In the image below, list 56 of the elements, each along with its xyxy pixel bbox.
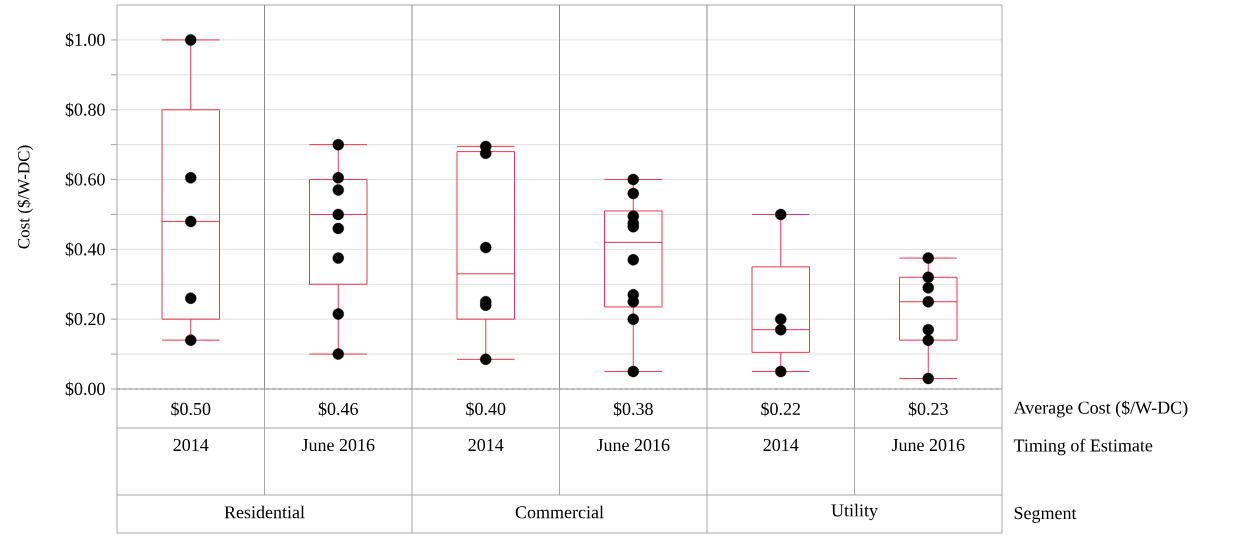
point: [627, 254, 639, 266]
point: [185, 334, 197, 346]
point: [332, 222, 344, 235]
x-tick-label: June 2016: [891, 438, 965, 452]
point: [922, 323, 934, 336]
text: $0.40: [466, 401, 506, 417]
point: [922, 296, 934, 308]
point: [627, 365, 639, 378]
point: [480, 353, 492, 366]
point: [332, 208, 344, 221]
point: [332, 348, 344, 360]
y-tick-label: $0.40: [65, 242, 105, 257]
x-tick-label: June 2016: [596, 438, 670, 452]
point: [185, 215, 197, 228]
point: [922, 271, 934, 283]
point: [627, 187, 639, 200]
point: [185, 172, 197, 184]
point: [775, 208, 787, 221]
point: [332, 138, 344, 151]
point: [185, 292, 197, 304]
point: [775, 313, 787, 325]
x-tick-label: 2014: [173, 438, 209, 452]
y-tick-label: $1.00: [65, 32, 105, 48]
point: [627, 313, 639, 325]
x-tick-label: June 2016: [301, 438, 375, 452]
text: Commercial: [515, 505, 604, 519]
point: [922, 252, 934, 264]
text: $0.22: [761, 401, 801, 417]
x-tick-label: 2014: [468, 438, 504, 452]
y-tick-label: $0.00: [65, 381, 105, 397]
y-tick-label: $0.20: [65, 311, 105, 327]
point: [922, 372, 934, 385]
point: [775, 365, 787, 378]
point: [775, 323, 787, 336]
text: Segment: [1014, 507, 1077, 523]
text: Residential: [224, 505, 305, 519]
point: [480, 241, 492, 254]
text: $0.23: [908, 401, 948, 417]
point: [332, 252, 344, 264]
point: [332, 308, 344, 320]
point: [627, 173, 639, 186]
text: Average Cost ($/W-DC): [1013, 400, 1188, 418]
point: [922, 282, 934, 294]
y-tick-label: $0.60: [65, 172, 105, 187]
x-tick-label: 2014: [763, 438, 799, 452]
point: [332, 184, 344, 196]
text: $0.38: [613, 401, 653, 417]
text: Utility: [831, 503, 878, 521]
text: Timing of Estimate: [1013, 438, 1153, 456]
point: [922, 334, 934, 346]
point: [185, 34, 197, 46]
y-tick-label: $0.80: [65, 102, 105, 117]
text: $0.50: [171, 401, 211, 417]
point: [332, 172, 344, 184]
text: $0.46: [318, 401, 358, 417]
y-axis-title: Cost ($/W-DC): [17, 145, 33, 249]
